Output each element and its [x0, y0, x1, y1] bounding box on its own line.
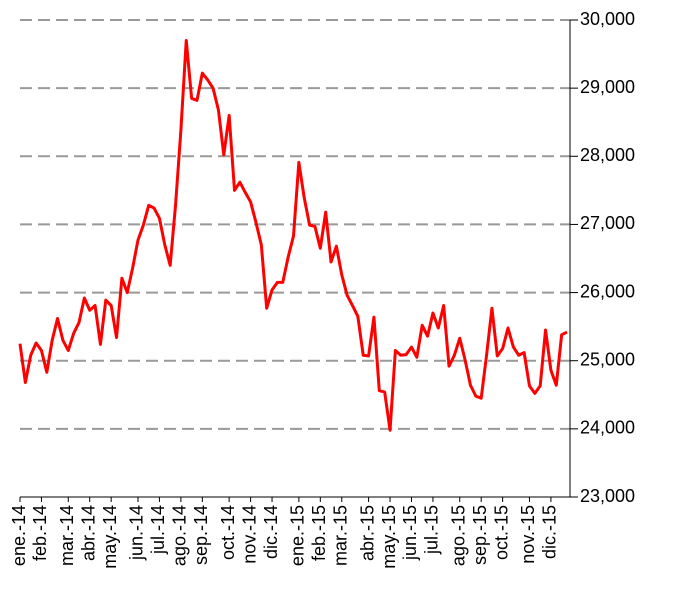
x-tick-label: sep.-15: [470, 505, 490, 565]
x-tick-label: ago.-15: [448, 505, 468, 566]
y-tick-label: 25,000: [580, 349, 635, 369]
y-tick-label: 24,000: [580, 418, 635, 438]
x-tick-label: feb.-15: [309, 505, 329, 561]
y-tick-label: 28,000: [580, 145, 635, 165]
y-tick-label: 30,000: [580, 9, 635, 29]
x-tick-label: ene.-14: [9, 505, 29, 566]
y-tick-label: 23,000: [580, 486, 635, 506]
x-tick-label: mar.-14: [57, 505, 77, 566]
x-tick-label: dic.-15: [540, 505, 560, 559]
x-tick-label: oct.-14: [218, 505, 238, 560]
x-tick-label: abr.-15: [357, 505, 377, 561]
x-tick-label: feb.-14: [30, 505, 50, 561]
x-tick-label: jun.-15: [400, 505, 420, 561]
y-tick-label: 29,000: [580, 77, 635, 97]
x-tick-label: ago.-14: [170, 505, 190, 566]
y-tick-label: 26,000: [580, 281, 635, 301]
x-tick-label: sep.-14: [191, 505, 211, 565]
x-tick-label: jul.-15: [422, 505, 442, 555]
y-tick-label: 27,000: [580, 213, 635, 233]
x-tick-label: abr.-14: [78, 505, 98, 561]
x-tick-label: oct.-15: [491, 505, 511, 560]
x-tick-label: may.-14: [100, 505, 120, 569]
x-tick-label: ene.-15: [288, 505, 308, 566]
line-series: [18, 38, 568, 432]
x-tick-label: may.-15: [379, 505, 399, 569]
x-tick-label: jun.-14: [127, 505, 147, 561]
x-tick-label: nov.-14: [239, 505, 259, 564]
x-tick-label: mar.-15: [331, 505, 351, 566]
x-tick-label: dic.-14: [261, 505, 281, 559]
x-tick-label: jul.-14: [148, 505, 168, 555]
x-tick-label: nov.-15: [518, 505, 538, 564]
